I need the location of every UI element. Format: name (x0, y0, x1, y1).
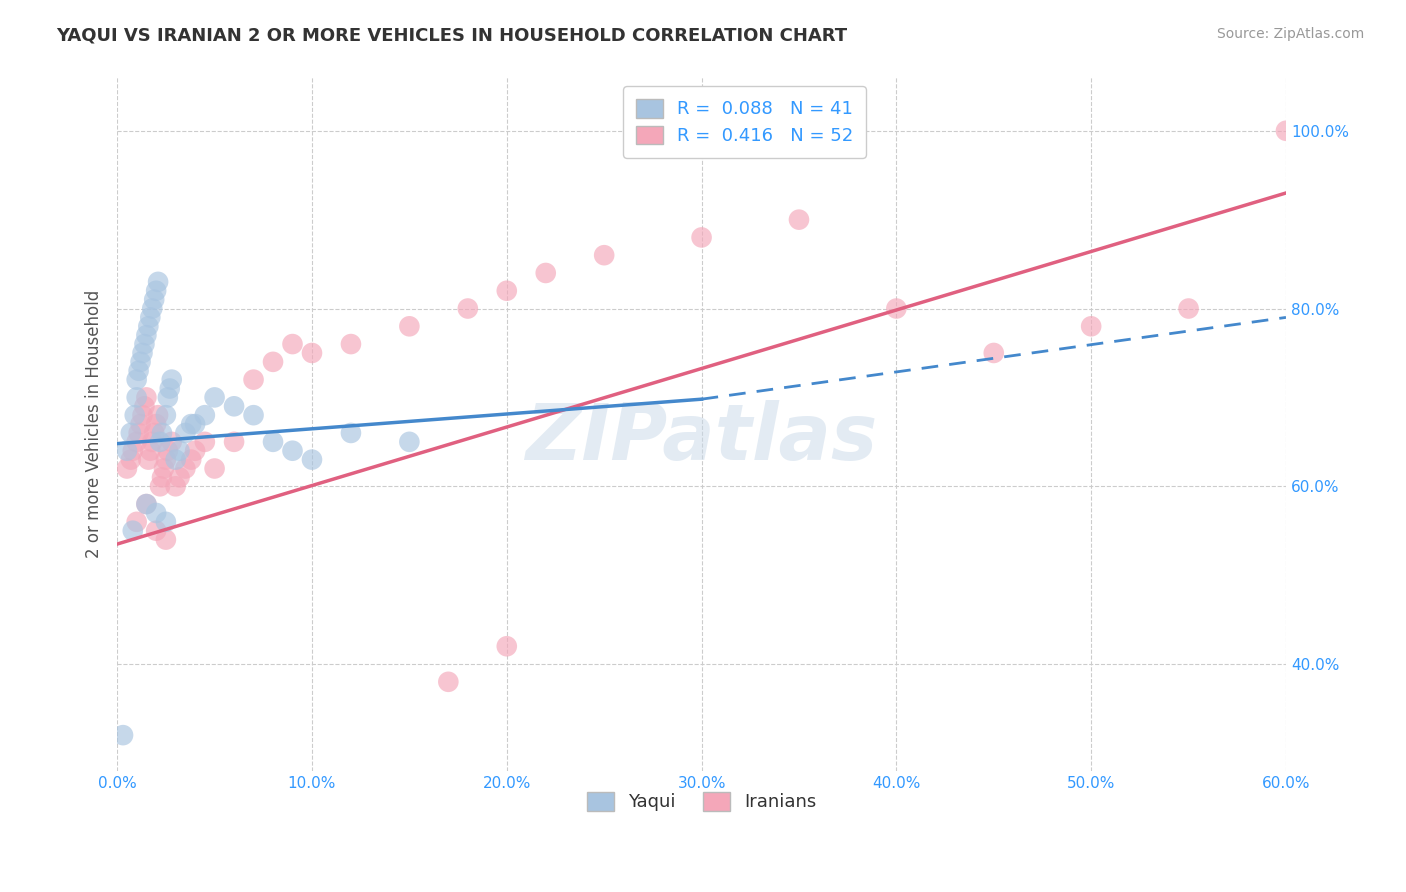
Point (155, 533, 177, 547)
Point (165, 452, 187, 467)
Point (139, 310, 162, 325)
Point (138, 319, 160, 334)
Point (146, 275, 169, 289)
Point (301, 452, 323, 467)
Y-axis label: 2 or more Vehicles in Household: 2 or more Vehicles in Household (86, 290, 103, 558)
Point (184, 417, 207, 431)
Point (156, 443, 179, 458)
Point (169, 470, 191, 484)
Point (145, 417, 167, 431)
Point (135, 497, 157, 511)
Point (180, 452, 202, 467)
Point (135, 497, 157, 511)
Point (141, 434, 163, 449)
Point (125, 391, 148, 405)
Point (145, 506, 167, 520)
Point (145, 284, 167, 298)
Point (121, 524, 143, 538)
Point (457, 301, 479, 316)
Point (150, 470, 173, 484)
Point (204, 461, 226, 475)
Point (138, 452, 160, 467)
Point (160, 373, 183, 387)
Point (145, 524, 167, 538)
Point (169, 443, 191, 458)
Point (242, 373, 264, 387)
Point (129, 355, 152, 369)
Point (398, 434, 420, 449)
Point (143, 425, 166, 440)
Point (262, 355, 284, 369)
Point (155, 408, 177, 422)
Point (534, 266, 557, 280)
Point (135, 328, 157, 343)
Point (194, 408, 217, 422)
Point (495, 284, 517, 298)
Point (134, 399, 156, 413)
Point (340, 425, 363, 440)
Point (180, 417, 202, 431)
Point (143, 293, 166, 307)
Point (155, 452, 177, 467)
Point (1275, 124, 1298, 138)
Point (149, 479, 172, 493)
Point (184, 443, 207, 458)
Point (204, 391, 226, 405)
Point (124, 408, 146, 422)
Point (165, 479, 187, 493)
Point (112, 728, 135, 742)
Point (340, 337, 363, 351)
Text: Source: ZipAtlas.com: Source: ZipAtlas.com (1216, 27, 1364, 41)
Point (787, 212, 810, 227)
Point (146, 408, 169, 422)
Point (139, 443, 162, 458)
Point (886, 301, 908, 316)
Text: YAQUI VS IRANIAN 2 OR MORE VEHICLES IN HOUSEHOLD CORRELATION CHART: YAQUI VS IRANIAN 2 OR MORE VEHICLES IN H… (56, 27, 848, 45)
Legend: Yaqui, Iranians: Yaqui, Iranians (574, 780, 830, 824)
Point (129, 417, 152, 431)
Point (281, 337, 304, 351)
Point (690, 230, 713, 244)
Point (125, 373, 148, 387)
Text: ZIPatlas: ZIPatlas (526, 400, 877, 476)
Point (222, 399, 245, 413)
Point (1080, 319, 1102, 334)
Point (115, 461, 138, 475)
Point (437, 674, 460, 689)
Point (131, 408, 153, 422)
Point (301, 346, 323, 360)
Point (134, 337, 156, 351)
Point (281, 443, 304, 458)
Point (262, 434, 284, 449)
Point (155, 515, 177, 529)
Point (150, 425, 173, 440)
Point (495, 640, 517, 654)
Point (128, 425, 150, 440)
Point (174, 425, 197, 440)
Point (141, 301, 163, 316)
Point (120, 452, 142, 467)
Point (398, 319, 420, 334)
Point (153, 461, 176, 475)
Point (194, 434, 217, 449)
Point (160, 434, 183, 449)
Point (135, 391, 157, 405)
Point (242, 408, 264, 422)
Point (120, 425, 142, 440)
Point (174, 461, 197, 475)
Point (131, 346, 153, 360)
Point (222, 434, 245, 449)
Point (159, 382, 181, 396)
Point (128, 364, 150, 378)
Point (593, 248, 616, 262)
Point (121, 443, 143, 458)
Point (1177, 301, 1199, 316)
Point (156, 391, 179, 405)
Point (983, 346, 1005, 360)
Point (125, 515, 148, 529)
Point (149, 434, 172, 449)
Point (115, 443, 138, 458)
Point (125, 434, 148, 449)
